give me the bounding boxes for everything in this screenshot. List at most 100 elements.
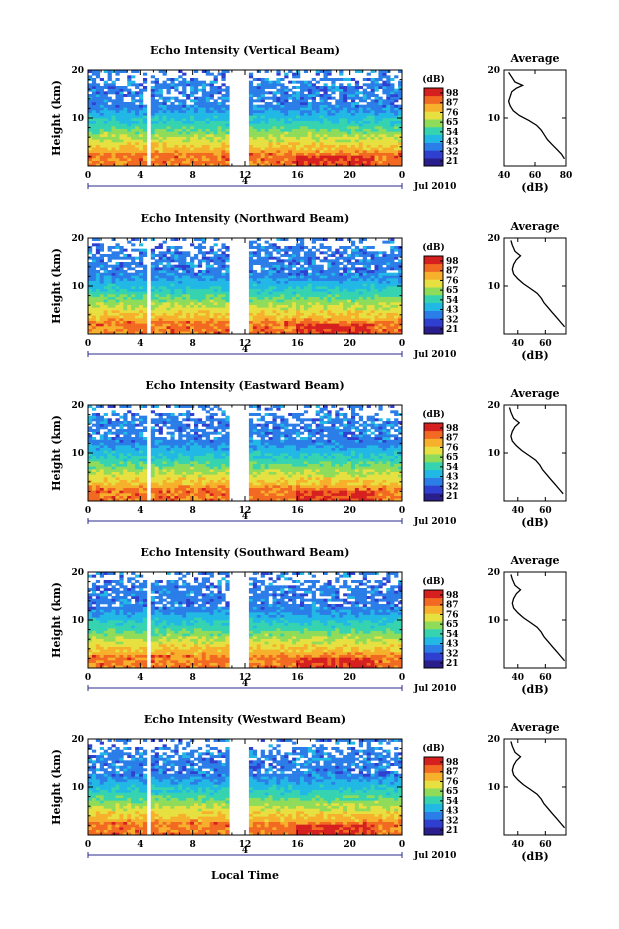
heatmap-cell — [88, 296, 93, 300]
heatmap-cell — [390, 158, 395, 161]
heatmap-cell — [315, 248, 320, 252]
heatmap-cell — [327, 128, 332, 132]
heatmap-cell — [307, 126, 313, 129]
heatmap-cell — [382, 296, 387, 300]
heatmap-cell — [276, 259, 281, 263]
heatmap-cell — [398, 123, 403, 127]
heatmap-cell — [221, 72, 226, 76]
heatmap-cell — [123, 315, 128, 319]
heatmap-cell — [99, 477, 104, 480]
heatmap-cell — [386, 70, 391, 73]
heatmap-cell — [362, 307, 367, 311]
heatmap-cell — [354, 267, 360, 271]
heatmap-cell — [201, 131, 207, 135]
heatmap-cell — [142, 78, 148, 81]
heatmap-cell — [307, 328, 313, 332]
heatmap-cell — [390, 320, 395, 324]
heatmap-cell — [386, 304, 391, 308]
heatmap-cell — [131, 275, 136, 279]
heatmap-cell — [99, 275, 104, 279]
heatmap-cell — [103, 139, 108, 143]
heatmap-cell — [197, 331, 203, 335]
heatmap-cell — [303, 296, 309, 300]
heatmap-cell — [119, 136, 124, 140]
heatmap-cell — [343, 107, 348, 111]
heatmap-cell — [288, 118, 293, 121]
heatmap-cell — [213, 99, 218, 103]
heatmap-cell — [221, 280, 226, 284]
heatmap-cell — [182, 102, 187, 105]
heatmap-cell — [350, 158, 356, 161]
heatmap-cell — [123, 115, 128, 119]
heatmap-cell — [319, 107, 324, 111]
heatmap-cell — [127, 112, 132, 116]
heatmap-cell — [284, 96, 289, 100]
heatmap-cell — [398, 88, 403, 92]
heatmap-cell — [284, 72, 289, 76]
heatmap-cell — [256, 272, 261, 276]
heatmap-cell — [166, 142, 171, 145]
heatmap-cell — [248, 326, 254, 329]
heatmap-cell — [264, 320, 269, 324]
heatmap-cell — [347, 270, 352, 273]
heatmap-cell — [174, 296, 179, 300]
heatmap-cell — [331, 131, 336, 135]
heatmap-cell — [323, 155, 328, 159]
heatmap-cell — [174, 254, 179, 257]
heatmap-cell — [99, 291, 104, 295]
heatmap-cell — [307, 275, 313, 279]
heatmap-cell — [91, 259, 97, 263]
heatmap-cell — [276, 246, 281, 249]
heatmap-cell — [166, 267, 171, 271]
colorbar-swatch — [424, 287, 443, 296]
heatmap-cell — [103, 142, 108, 145]
heatmap-cell — [292, 296, 297, 300]
heatmap-cell — [303, 294, 309, 297]
heatmap-cell — [366, 144, 371, 148]
heatmap-cell — [158, 275, 163, 279]
heatmap-cell — [142, 318, 148, 321]
heatmap-cell — [256, 331, 261, 335]
heatmap-cell — [311, 123, 316, 127]
heatmap-cell — [205, 251, 210, 255]
heatmap-cell — [139, 294, 144, 297]
heatmap-cell — [284, 144, 289, 148]
heatmap-cell — [350, 152, 356, 156]
heatmap-cell — [335, 275, 340, 279]
heatmap-cell — [248, 136, 254, 140]
heatmap-cell — [354, 259, 360, 263]
heatmap-cell — [127, 128, 132, 132]
heatmap-cell — [335, 78, 340, 81]
heatmap-cell — [350, 126, 356, 129]
heatmap-cell — [119, 152, 124, 156]
heatmap-cell — [386, 160, 391, 164]
heatmap-cell — [111, 142, 116, 145]
heatmap-cell — [209, 275, 214, 279]
heatmap-cell — [362, 110, 367, 113]
heatmap-cell — [394, 296, 399, 300]
heatmap-cell — [350, 288, 356, 292]
heatmap-cell — [252, 280, 258, 284]
heatmap-cell — [354, 155, 360, 159]
heatmap-cell — [95, 466, 101, 470]
heatmap-cell — [119, 115, 124, 119]
heatmap-cell — [299, 120, 305, 124]
avg-x-tick-label: 40 — [498, 171, 511, 181]
heatmap-cell — [142, 302, 148, 305]
heatmap-cell — [166, 104, 171, 108]
heatmap-cell — [268, 107, 273, 111]
heatmap-cell — [354, 96, 360, 100]
heatmap-cell — [123, 147, 128, 151]
heatmap-cell — [119, 267, 124, 271]
heatmap-cell — [358, 278, 364, 281]
heatmap-cell — [374, 320, 379, 324]
heatmap-cell — [91, 152, 97, 156]
heatmap-cell — [350, 102, 356, 105]
heatmap-cell — [256, 86, 261, 89]
heatmap-cell — [221, 147, 226, 151]
heatmap-cell — [190, 158, 195, 161]
heatmap-cell — [131, 296, 136, 300]
heatmap-cell — [213, 102, 218, 105]
heatmap-cell — [166, 294, 171, 297]
heatmap-cell — [248, 155, 254, 159]
